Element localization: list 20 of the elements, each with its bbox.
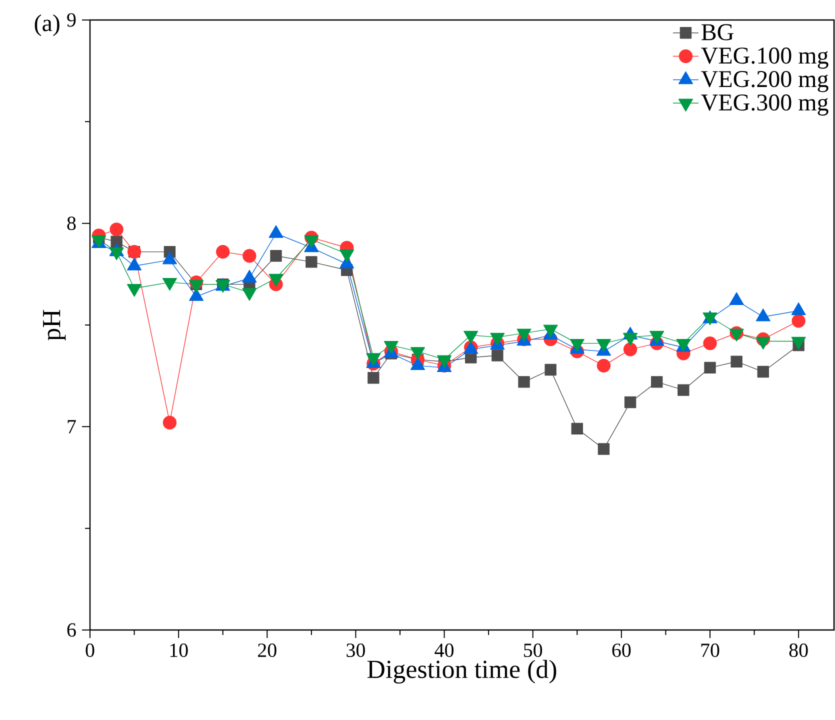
x-tick-label: 80 <box>789 644 808 658</box>
x-tick-label: 50 <box>524 644 542 658</box>
y-tick-label: 8 <box>67 216 76 230</box>
y-tick-label: 9 <box>67 13 76 27</box>
x-tick-label: 60 <box>612 644 631 658</box>
x-tick-label: 0 <box>86 644 94 658</box>
x-axis-title: Digestion time (d) <box>367 660 556 684</box>
x-tick-label: 20 <box>258 644 276 658</box>
x-tick-label: 30 <box>346 644 365 658</box>
y-axis-title: pH <box>43 310 66 340</box>
x-tick-label: 10 <box>170 644 188 658</box>
y-tick-label: 7 <box>68 420 76 434</box>
y-tick-label: 6 <box>67 623 76 637</box>
legend-label: VEG.100 mg <box>701 48 828 69</box>
text: (a) <box>34 14 60 36</box>
x-tick-label: 70 <box>701 644 720 658</box>
legend-label: VEG.200 mg <box>701 70 828 92</box>
x-tick-label: 40 <box>434 644 454 658</box>
legend-label: VEG.300 mg <box>701 94 828 116</box>
legend-label: BG <box>702 24 734 40</box>
